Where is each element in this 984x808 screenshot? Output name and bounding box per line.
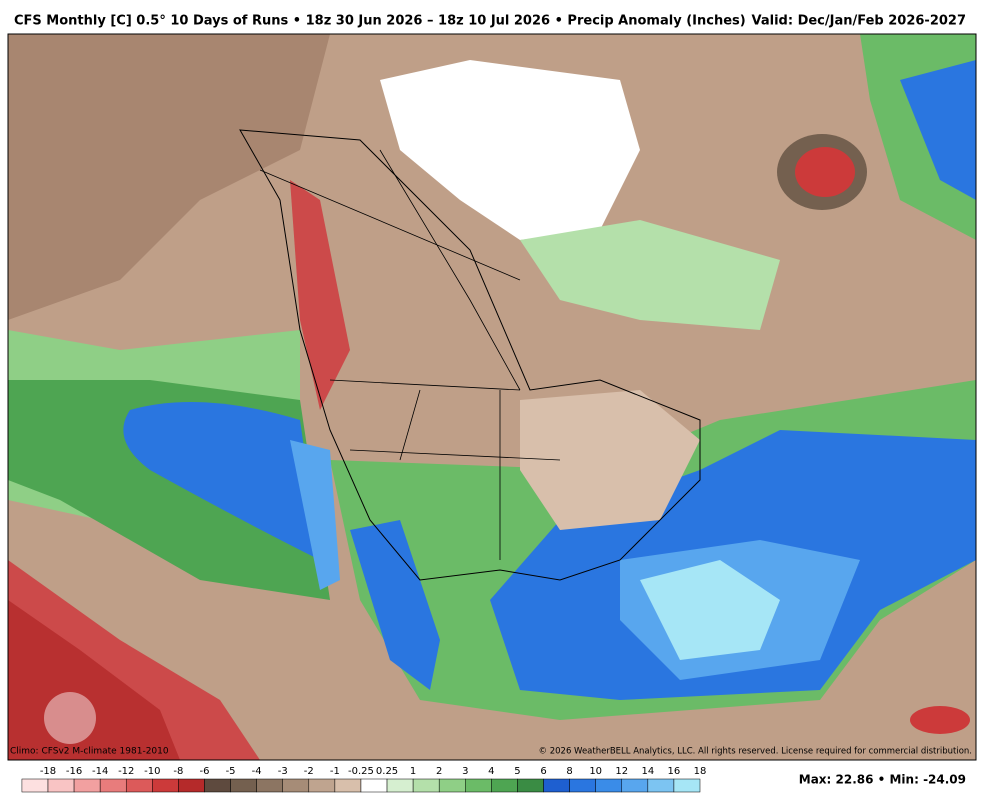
legend-swatch [47, 778, 75, 793]
anomaly-area [290, 440, 340, 590]
copyright: © 2026 WeatherBELL Analytics, LLC. All r… [539, 747, 972, 757]
legend-swatch [595, 778, 623, 793]
legend-label: -4 [252, 766, 262, 777]
anomaly-area [640, 560, 780, 660]
colorbar: -18 -16 -14 -12 -10 -8 -6 -5 -4 -3 -2 -1 -0.25 0.25 1 2… [21, 766, 707, 793]
climo-note: Climo: CFSv2 M-climate 1981-2010 [10, 747, 169, 757]
legend-label: 5 [514, 766, 520, 777]
legend-label: 3 [462, 766, 468, 777]
legend-label: -0.25 [348, 766, 374, 777]
legend-label: 1 [410, 766, 416, 777]
legend-swatch [360, 778, 388, 793]
legend-swatch [621, 778, 649, 793]
anomaly-area [8, 600, 180, 760]
anomaly-area [520, 220, 780, 330]
legend-label: 12 [615, 766, 628, 777]
legend-swatch [204, 778, 231, 793]
legend-swatch [152, 778, 179, 793]
anomaly-area [900, 60, 976, 200]
legend-label: 6 [540, 766, 546, 777]
anomaly-area [520, 390, 700, 530]
legend-label: -12 [118, 766, 134, 777]
legend-swatch [465, 778, 492, 793]
valid-label: Valid: Dec/Jan/Feb 2026-2027 [752, 14, 967, 29]
legend-label: 14 [641, 766, 654, 777]
legend-swatch [73, 778, 101, 793]
legend-label: -1 [330, 766, 340, 777]
legend-swatch [178, 778, 205, 793]
max-min: Max: 22.86 • Min: -24.09 [799, 773, 966, 787]
legend-swatch [125, 778, 153, 793]
legend-label: -18 [40, 766, 56, 777]
legend-label: -2 [304, 766, 314, 777]
border-lines [329, 379, 561, 560]
anomaly-area [8, 34, 330, 320]
legend-label: -5 [226, 766, 236, 777]
anomaly-area [380, 60, 640, 240]
legend-swatch [256, 778, 283, 793]
title: CFS Monthly [C] 0.5° 10 Days of Runs • 1… [14, 14, 746, 29]
legend-label: -16 [66, 766, 82, 777]
legend-swatch [517, 778, 544, 793]
legend-swatch [334, 778, 362, 793]
border-lines [259, 149, 521, 391]
legend-swatch [230, 778, 257, 793]
legend-swatch [386, 778, 414, 793]
legend-label: -14 [92, 766, 108, 777]
legend-label: -6 [199, 766, 209, 777]
legend-swatch [491, 778, 518, 793]
legend-swatch [673, 778, 701, 793]
legend-swatch [569, 778, 596, 793]
logo [44, 692, 96, 744]
legend-label: 10 [589, 766, 602, 777]
legend-swatch [438, 778, 466, 793]
map [7, 33, 977, 761]
legend-swatch [543, 778, 570, 793]
legend-label: -10 [144, 766, 160, 777]
anomaly-area [123, 402, 320, 560]
legend-label: 18 [694, 766, 707, 777]
legend-label: 0.25 [376, 766, 398, 777]
legend-swatch [99, 778, 127, 793]
anomaly-area [910, 706, 970, 734]
legend-swatch [308, 778, 336, 793]
legend-label: 16 [668, 766, 681, 777]
anomaly-area [350, 520, 440, 690]
legend-label: 8 [566, 766, 572, 777]
map-frame [7, 33, 977, 761]
legend-label: -8 [173, 766, 183, 777]
anomaly-area [290, 180, 350, 410]
legend-swatch [282, 778, 310, 793]
anomaly-area [795, 147, 855, 197]
legend-swatch [21, 778, 49, 793]
legend-label: -3 [278, 766, 288, 777]
legend-swatch [647, 778, 675, 793]
coastline [239, 129, 701, 581]
legend-label: 2 [436, 766, 442, 777]
legend-label: 4 [488, 766, 494, 777]
legend-swatch [412, 778, 440, 793]
